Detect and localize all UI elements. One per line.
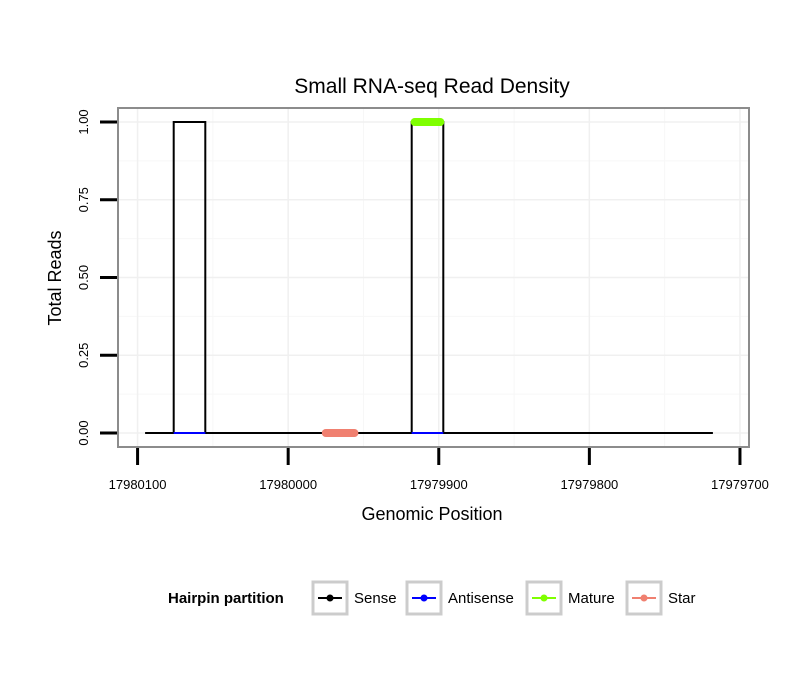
y-tick-label: 0.25 (76, 343, 91, 368)
legend-item-mature: Mature (525, 580, 615, 616)
legend-key-point (326, 594, 334, 602)
legend-key-point (420, 594, 428, 602)
y-tick-label: 1.00 (76, 109, 91, 134)
x-axis-title: Genomic Position (361, 504, 502, 524)
x-tick-label: 17979800 (560, 477, 618, 492)
y-tick-label: 0.75 (76, 187, 91, 212)
series-line-sense (145, 121, 713, 434)
y-tick-label: 0.50 (76, 265, 91, 290)
legend-item-star: Star (625, 580, 696, 616)
legend-label-star: Star (668, 590, 696, 607)
x-tick-label: 17979900 (410, 477, 468, 492)
legend-item-antisense: Antisense (405, 580, 514, 616)
legend: Hairpin partition Sense Antisense Mature St… (168, 580, 696, 616)
legend-key-point (640, 594, 648, 602)
legend-key-point (540, 594, 548, 602)
y-tick-label: 0.00 (76, 420, 91, 445)
legend-label-sense: Sense (354, 590, 397, 607)
x-tick-label: 17979700 (711, 477, 769, 492)
x-tick-label: 17980000 (259, 477, 317, 492)
legend-item-sense: Sense (311, 580, 397, 616)
axes: 0.00 0.25 0.50 0.75 1.00 17980100 17980000 1797… (76, 109, 769, 492)
legend-label-antisense: Antisense (448, 590, 514, 607)
x-tick-label: 17980100 (109, 477, 167, 492)
chart-title: Small RNA-seq Read Density (294, 75, 570, 98)
legend-label-mature: Mature (568, 590, 615, 607)
y-axis-title: Total Reads (45, 230, 65, 325)
series-lines (145, 118, 713, 437)
plot-border (117, 107, 750, 448)
legend-title: Hairpin partition (168, 590, 284, 607)
